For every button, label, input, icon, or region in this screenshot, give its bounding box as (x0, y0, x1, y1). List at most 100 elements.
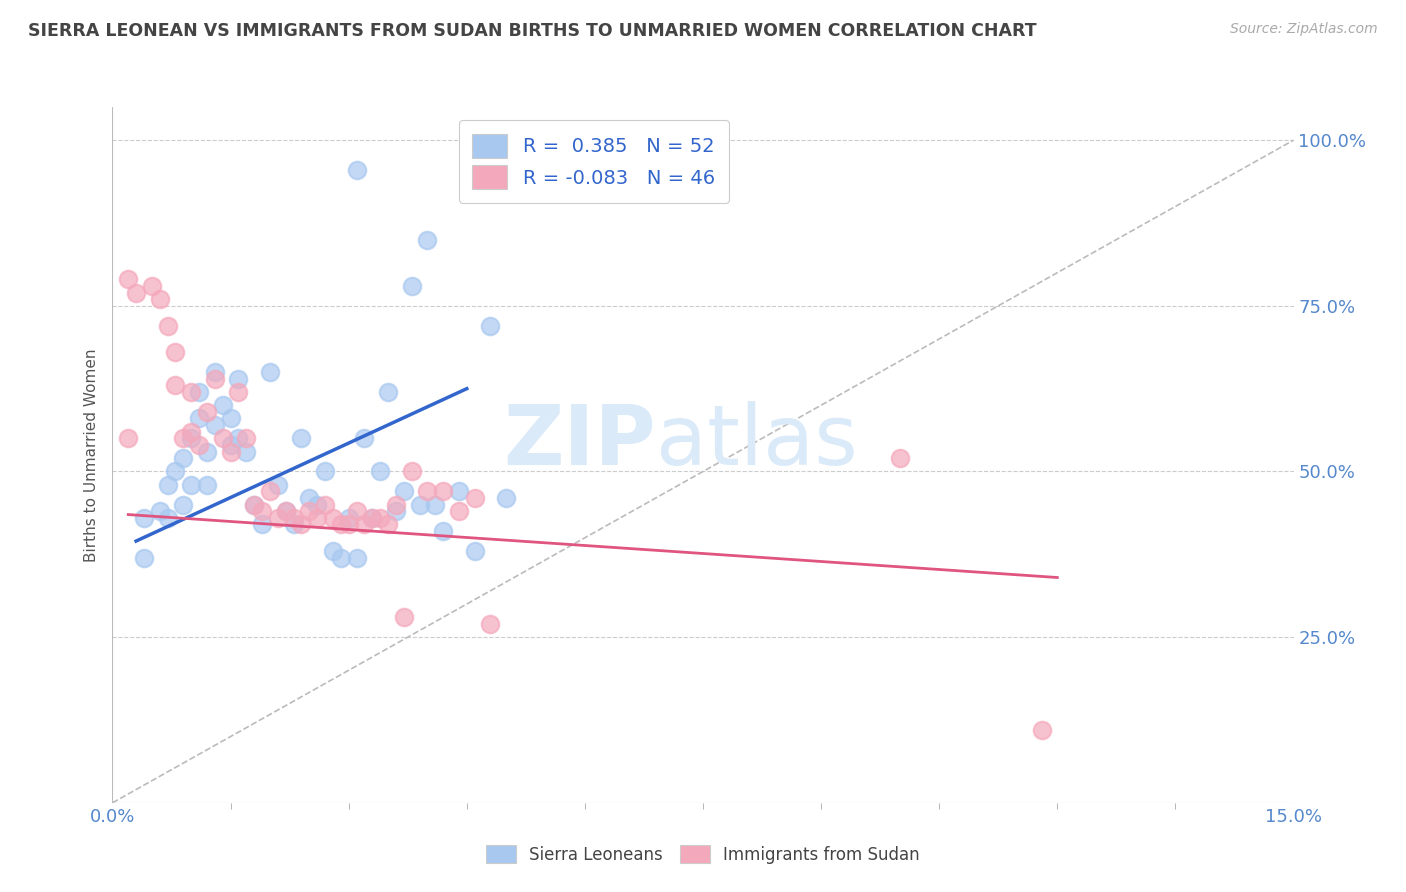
Point (385, 504, 408, 518)
Point (117, 272, 139, 286)
Point (329, 517, 352, 532)
Point (361, 511, 384, 525)
Point (125, 285, 148, 300)
Point (274, 504, 297, 518)
Point (243, 498, 266, 512)
Point (307, 498, 329, 512)
Point (432, 524, 454, 538)
Point (361, 511, 384, 525)
Point (259, 484, 281, 499)
Point (479, 318, 502, 333)
Point (464, 491, 486, 505)
Point (165, 378, 187, 392)
Point (392, 610, 415, 624)
Text: atlas: atlas (655, 401, 858, 482)
Legend: Sierra Leoneans, Immigrants from Sudan: Sierra Leoneans, Immigrants from Sudan (479, 838, 927, 871)
Point (495, 491, 517, 505)
Point (385, 498, 408, 512)
Point (188, 384, 211, 399)
Point (392, 484, 415, 499)
Point (219, 438, 242, 452)
Point (165, 465, 187, 479)
Point (432, 484, 454, 499)
Point (377, 384, 399, 399)
Point (180, 477, 202, 491)
Point (243, 498, 266, 512)
Point (156, 477, 179, 491)
Point (219, 444, 242, 458)
Point (204, 372, 226, 386)
Point (368, 511, 391, 525)
Point (290, 517, 312, 532)
Point (250, 504, 273, 518)
Point (401, 279, 423, 293)
Point (141, 279, 163, 293)
Point (172, 431, 194, 445)
Point (219, 411, 242, 425)
Point (228, 384, 250, 399)
Point (353, 431, 375, 445)
Point (180, 425, 202, 439)
Point (204, 418, 226, 433)
Point (377, 517, 399, 532)
Point (408, 498, 430, 512)
Point (180, 431, 202, 445)
Point (195, 444, 218, 458)
Point (228, 372, 250, 386)
Point (416, 233, 439, 247)
Point (322, 511, 344, 525)
Point (322, 544, 344, 558)
Point (346, 163, 368, 178)
Point (307, 511, 329, 525)
Point (188, 438, 211, 452)
Point (156, 318, 179, 333)
Point (337, 511, 360, 525)
Point (425, 498, 447, 512)
Point (156, 511, 179, 525)
Point (180, 384, 202, 399)
Point (298, 504, 321, 518)
Text: Source: ZipAtlas.com: Source: ZipAtlas.com (1230, 22, 1378, 37)
Point (416, 484, 439, 499)
Point (267, 511, 290, 525)
Point (211, 431, 233, 445)
Point (464, 544, 486, 558)
Point (298, 491, 321, 505)
Point (353, 517, 375, 532)
Point (401, 465, 423, 479)
Point (204, 365, 226, 379)
Point (195, 477, 218, 491)
Point (337, 517, 360, 532)
Point (165, 345, 187, 359)
Point (274, 504, 297, 518)
Point (290, 431, 312, 445)
Point (283, 517, 305, 532)
Point (172, 451, 194, 466)
Point (267, 477, 290, 491)
Point (195, 405, 218, 419)
Point (235, 444, 257, 458)
Text: SIERRA LEONEAN VS IMMIGRANTS FROM SUDAN BIRTHS TO UNMARRIED WOMEN CORRELATION CH: SIERRA LEONEAN VS IMMIGRANTS FROM SUDAN … (28, 22, 1036, 40)
Point (447, 504, 470, 518)
Point (447, 484, 470, 499)
Point (283, 511, 305, 525)
Point (172, 498, 194, 512)
Point (889, 451, 911, 466)
Point (250, 517, 273, 532)
Point (149, 292, 172, 306)
Point (368, 465, 391, 479)
Point (259, 365, 281, 379)
Point (314, 465, 336, 479)
Point (314, 498, 336, 512)
Point (1031, 723, 1053, 737)
Y-axis label: Births to Unmarried Women: Births to Unmarried Women (83, 348, 98, 562)
Point (479, 616, 502, 631)
Point (228, 431, 250, 445)
Point (132, 511, 155, 525)
Point (329, 550, 352, 565)
Point (211, 398, 233, 412)
Point (346, 504, 368, 518)
Point (188, 411, 211, 425)
Point (235, 431, 257, 445)
Text: ZIP: ZIP (503, 401, 655, 482)
